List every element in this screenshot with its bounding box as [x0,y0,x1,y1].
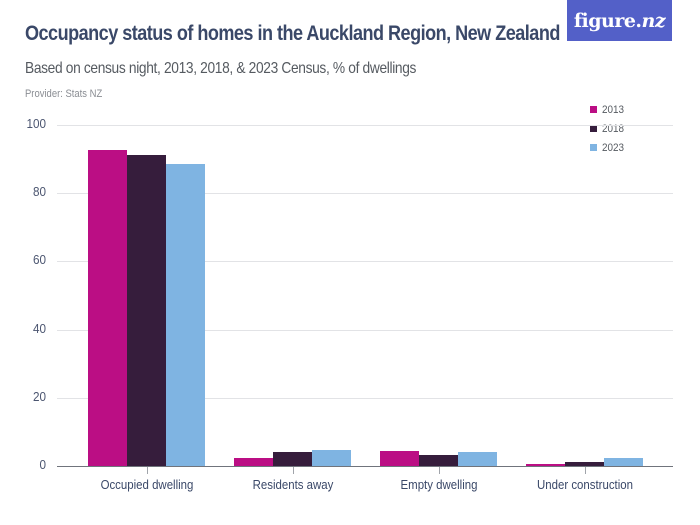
y-tick-label: 100 [26,116,46,131]
gridline [57,261,673,263]
legend-item-2018: 2018 [590,119,626,138]
gridline [57,125,673,126]
provider-label: Provider: Stats NZ [25,88,103,100]
x-axis-line [57,466,673,467]
legend-label: 2013 [602,103,625,116]
x-tick [293,467,294,474]
gridline [57,329,673,331]
x-tick [439,467,440,474]
y-tick-label: 60 [32,252,46,268]
figure-nz-logo[interactable]: figure.nz [567,0,672,41]
bar-2018[interactable] [419,455,458,466]
bar-2023[interactable] [312,449,351,466]
bar-2018[interactable] [273,452,312,466]
legend-label: 2023 [602,141,625,154]
bar-2023[interactable] [458,452,497,466]
bar-2013[interactable] [234,458,273,466]
bar-2013[interactable] [526,463,565,466]
legend-item-2023: 2023 [590,138,626,157]
legend-swatch-2018 [590,125,597,132]
x-axis-label: Residents away [252,477,333,492]
bar-2018[interactable] [127,155,166,466]
logo-text: figure.nz [573,9,666,32]
y-tick-label: 80 [32,184,46,200]
x-axis-label: Occupied dwelling [100,477,193,492]
x-axis-label: Under construction [536,477,633,492]
gridline [57,193,673,195]
bar-2023[interactable] [166,163,205,466]
x-tick [147,467,148,474]
legend: 2013 2018 2023 [590,100,626,157]
gridline [57,397,673,399]
bar-2018[interactable] [565,461,604,466]
y-tick-label: 0 [39,457,46,472]
x-tick [585,467,586,474]
chart-subtitle: Based on census night, 2013, 2018, & 202… [25,60,417,77]
y-tick-label: 40 [32,320,46,336]
legend-swatch-2023 [590,144,597,151]
y-tick-label: 20 [32,388,46,404]
bar-2013[interactable] [88,150,127,466]
legend-swatch-2013 [590,106,597,113]
bar-2013[interactable] [380,450,419,466]
legend-item-2013: 2013 [590,100,626,119]
chart-title: Occupancy status of homes in the Aucklan… [25,22,560,45]
x-axis-label: Empty dwelling [400,477,477,492]
bar-2023[interactable] [604,458,643,466]
